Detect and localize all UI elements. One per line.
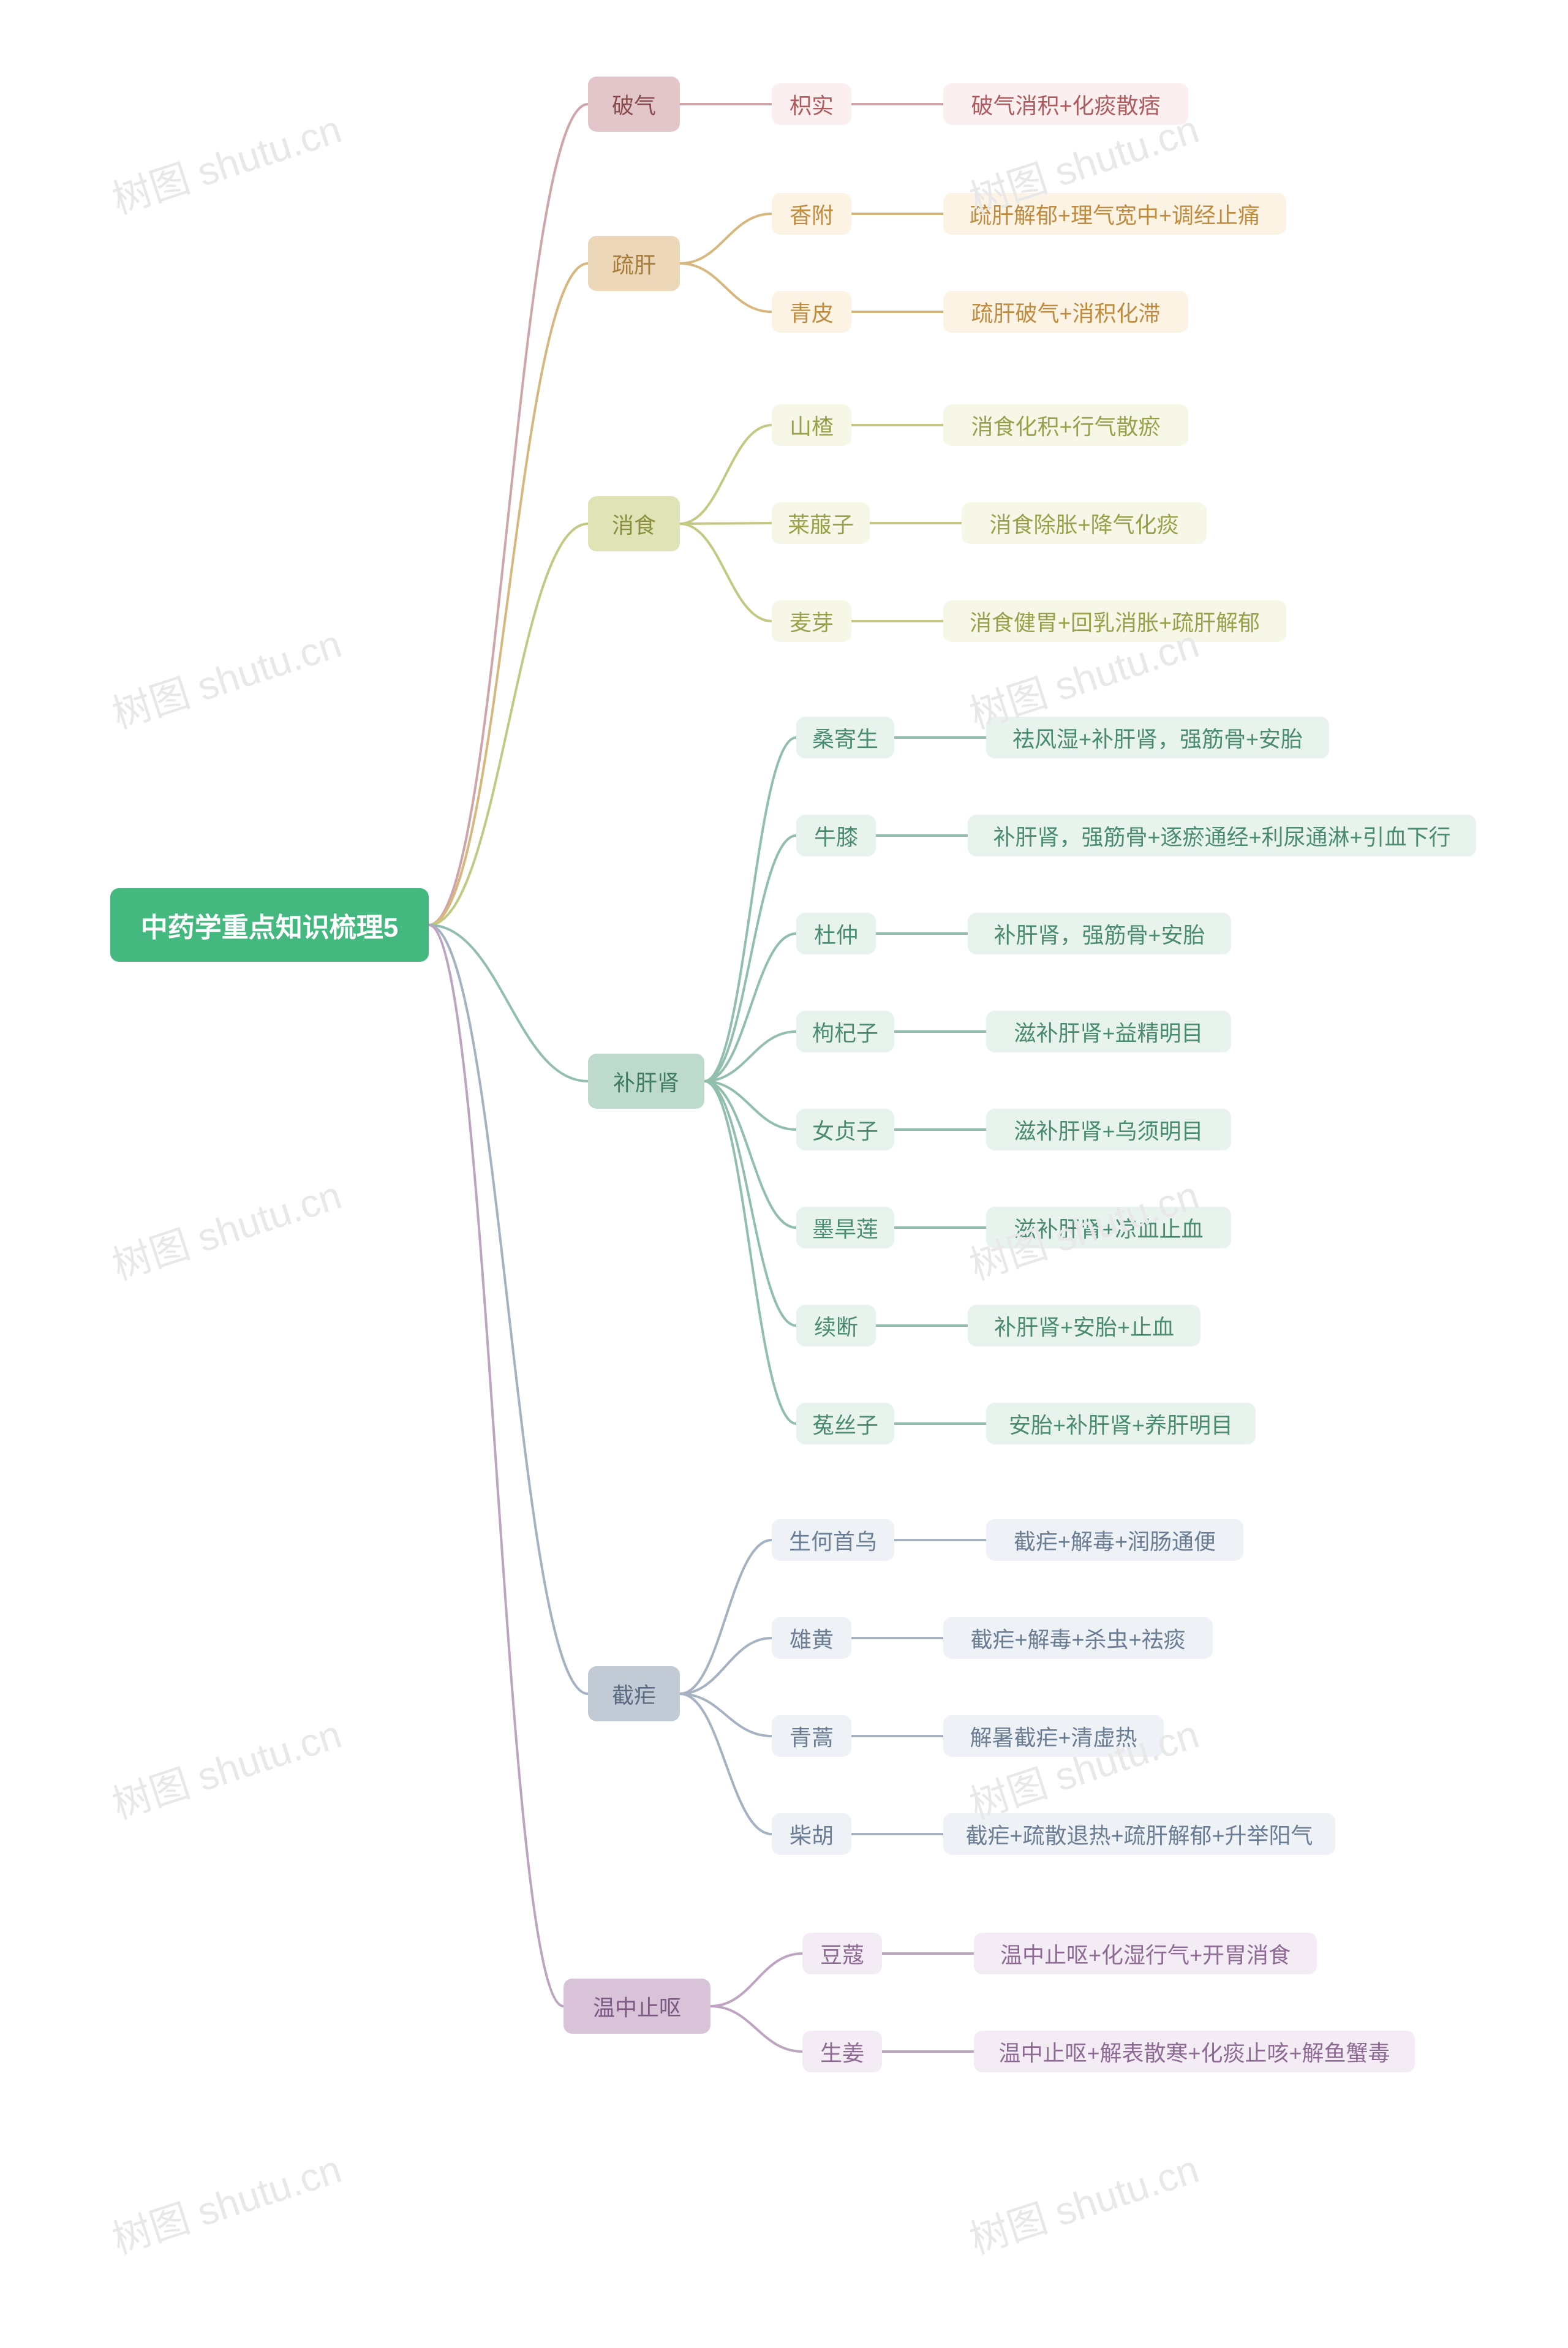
mindmap-node: 疏肝 <box>588 236 680 291</box>
mindmap-node: 补肝肾+安胎+止血 <box>968 1305 1200 1346</box>
mindmap-node: 消食化积+行气散瘀 <box>943 404 1188 446</box>
mindmap-node: 香附 <box>772 193 851 235</box>
mindmap-node: 莱菔子 <box>772 502 870 544</box>
mindmap-node: 消食 <box>588 496 680 551</box>
watermark: 树图 shutu.cn <box>104 98 347 225</box>
mindmap-node: 温中止呕+化湿行气+开胃消食 <box>974 1933 1317 1974</box>
mindmap-node: 桑寄生 <box>796 717 894 758</box>
mindmap-node: 截疟 <box>588 1666 680 1721</box>
mindmap-node: 墨旱莲 <box>796 1207 894 1248</box>
mindmap-node: 祛风湿+补肝肾，强筋骨+安胎 <box>986 717 1329 758</box>
mindmap-node: 滋补肝肾+凉血止血 <box>986 1207 1231 1248</box>
mindmap-node: 生何首乌 <box>772 1519 894 1561</box>
mindmap-node: 截疟+解毒+润肠通便 <box>986 1519 1243 1561</box>
watermark: 树图 shutu.cn <box>104 1703 347 1830</box>
mindmap-node: 疏肝解郁+理气宽中+调经止痛 <box>943 193 1286 235</box>
mindmap-node: 解暑截疟+清虚热 <box>943 1715 1164 1757</box>
mindmap-node: 温中止呕 <box>564 1979 710 2034</box>
mindmap-node: 柴胡 <box>772 1813 851 1855</box>
mindmap-node: 杜仲 <box>796 913 876 954</box>
mindmap-node: 消食除胀+降气化痰 <box>962 502 1207 544</box>
mindmap-node: 疏肝破气+消积化滞 <box>943 291 1188 333</box>
watermark: 树图 shutu.cn <box>104 2138 347 2265</box>
watermark: 树图 shutu.cn <box>104 1164 347 1291</box>
mindmap-node: 生姜 <box>802 2031 882 2072</box>
mindmap-node: 青皮 <box>772 291 851 333</box>
mindmap-node: 中药学重点知识梳理5 <box>110 888 429 962</box>
mindmap-node: 青蒿 <box>772 1715 851 1757</box>
mindmap-node: 女贞子 <box>796 1109 894 1150</box>
mindmap-node: 雄黄 <box>772 1617 851 1659</box>
mindmap-node: 截疟+疏散退热+疏肝解郁+升举阳气 <box>943 1813 1335 1855</box>
mindmap-node: 破气 <box>588 77 680 132</box>
mindmap-node: 枸杞子 <box>796 1011 894 1052</box>
mindmap-node: 补肝肾 <box>588 1054 704 1109</box>
watermark: 树图 shutu.cn <box>104 613 347 739</box>
mindmap-node: 补肝肾，强筋骨+安胎 <box>968 913 1231 954</box>
mindmap-node: 麦芽 <box>772 600 851 642</box>
mindmap-node: 滋补肝肾+益精明目 <box>986 1011 1231 1052</box>
mindmap-node: 截疟+解毒+杀虫+祛痰 <box>943 1617 1213 1659</box>
mindmap-node: 菟丝子 <box>796 1403 894 1444</box>
mindmap-node: 温中止呕+解表散寒+化痰止咳+解鱼蟹毒 <box>974 2031 1415 2072</box>
mindmap-node: 安胎+补肝肾+养肝明目 <box>986 1403 1256 1444</box>
mindmap-node: 山楂 <box>772 404 851 446</box>
mindmap-node: 消食健胃+回乳消胀+疏肝解郁 <box>943 600 1286 642</box>
mindmap-node: 枳实 <box>772 83 851 125</box>
mindmap-node: 续断 <box>796 1305 876 1346</box>
edges-layer <box>0 0 1568 2348</box>
mindmap-node: 破气消积+化痰散痞 <box>943 83 1188 125</box>
mindmap-node: 补肝肾，强筋骨+逐瘀通经+利尿通淋+引血下行 <box>968 815 1476 856</box>
mindmap-node: 牛膝 <box>796 815 876 856</box>
watermark: 树图 shutu.cn <box>962 2138 1205 2265</box>
mindmap-node: 滋补肝肾+乌须明目 <box>986 1109 1231 1150</box>
mindmap-node: 豆蔻 <box>802 1933 882 1974</box>
